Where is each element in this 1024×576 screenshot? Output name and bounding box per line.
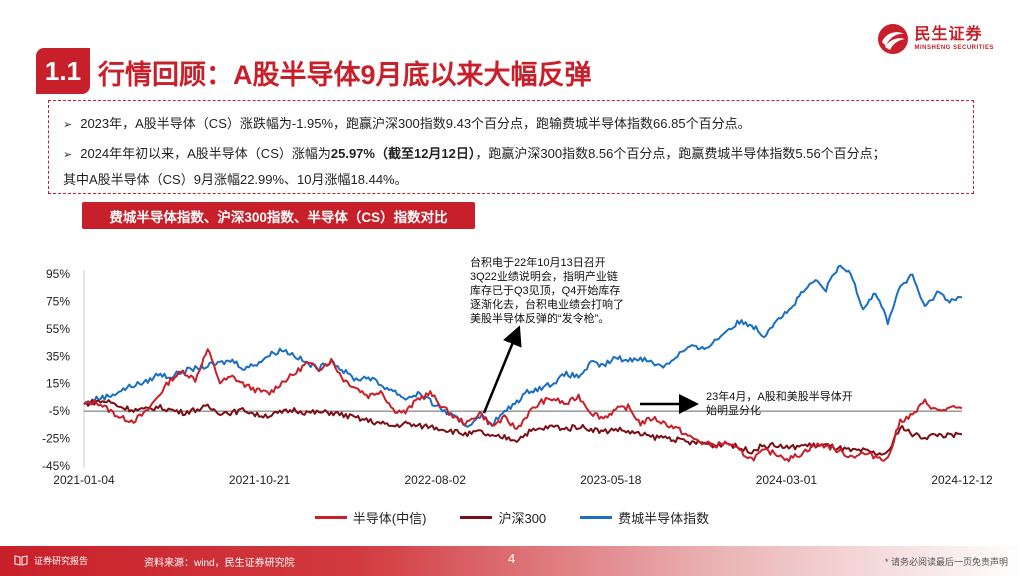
page-number: 4: [508, 551, 516, 566]
x-tick-label: 2024-12-12: [931, 473, 993, 487]
logo-chinese-name: 民生证券: [914, 26, 983, 43]
series-line-0: [83, 348, 963, 463]
legend-item-semiconductor-cs: 半导体(中信): [314, 508, 426, 527]
series-line-1: [83, 399, 963, 456]
footer-bar: 证券研究报告 资料来源：wind，民生证券研究院 4 * 请务必阅读最后一页免责…: [0, 546, 1024, 576]
ytd-return-highlight: 25.97%（截至12月12日）: [330, 146, 476, 161]
x-axis: 2021-01-04 2021-10-21 2022-08-02 2023-05-18…: [53, 473, 993, 487]
legend-item-sox: 费城半导体指数: [580, 508, 709, 527]
x-tick-label: 2022-08-02: [405, 473, 467, 487]
y-tick-label: 35%: [46, 349, 70, 363]
minsheng-logo-icon: [878, 24, 909, 54]
y-tick-label: 55%: [46, 322, 70, 336]
brand-logo: 民生证券 MINSHENG SECURITIES: [876, 22, 994, 56]
index-comparison-chart: 95%75%55%35%15%-5%-25%-45% 2021-01-04 202…: [42, 264, 993, 487]
footer-report-type: 证券研究报告: [14, 554, 88, 567]
annotation-divergence: 23年4月，A股和美股半导体开 始明显分化: [706, 391, 853, 417]
annotation-arrows: [482, 325, 699, 414]
section-number-badge: 1.1: [36, 48, 90, 94]
summary-line-3: 其中A股半导体（CS）9月涨幅22.99%、10月涨幅18.44%。: [63, 172, 408, 187]
y-tick-label: -25%: [42, 432, 70, 446]
y-tick-label: 95%: [46, 267, 70, 281]
x-tick-label: 2023-05-18: [580, 473, 642, 487]
y-tick-label: -45%: [42, 459, 70, 473]
chart-legend: 半导体(中信) 沪深300 费城半导体指数: [0, 508, 1024, 527]
summary-line-2: ➢ 2024年年初以来，A股半导体（CS）涨幅为25.97%（截至12月12日），…: [63, 146, 886, 161]
legend-item-csi300: 沪深300: [460, 508, 546, 527]
y-tick-label: 15%: [46, 377, 70, 391]
bullet-arrow-icon: ➢: [63, 149, 73, 161]
footer-disclaimer: * 请务必阅读最后一页免责声明: [884, 557, 1008, 567]
book-icon: [14, 555, 28, 566]
chart-label: 费城半导体指数、沪深300指数、半导体（CS）指数对比: [82, 202, 475, 229]
chart-gridlines: [83, 270, 962, 468]
y-tick-label: -5%: [49, 404, 71, 418]
summary-line-1: ➢ 2023年，A股半导体（CS）涨跌幅为-1.95%，跑赢沪深300指数9.43…: [63, 116, 751, 131]
summary-box: ➢ 2023年，A股半导体（CS）涨跌幅为-1.95%，跑赢沪深300指数9.43…: [48, 100, 974, 194]
annotation-arrow-tsmc: [482, 325, 522, 414]
series-line-2: [83, 264, 963, 428]
footer-source: 资料来源：wind，民生证券研究院: [144, 558, 295, 569]
y-axis: 95% 75% 55% 35% 15% -5% -25% -45%: [42, 267, 70, 473]
x-tick-label: 2021-01-04: [53, 473, 115, 487]
y-tick-label: 75%: [46, 294, 70, 308]
annotation-tsmc: 台积电于22年10月13日召开 3Q22业绩说明会，指明产业链 库存已于Q3见顶…: [470, 257, 624, 325]
logo-english-name: MINSHENG SECURITIES: [914, 45, 994, 51]
bullet-arrow-icon: ➢: [63, 119, 73, 131]
x-tick-label: 2024-03-01: [756, 473, 818, 487]
series-lines: [83, 264, 963, 463]
x-tick-label: 2021-10-21: [229, 473, 291, 487]
page-title: 行情回顾：A股半导体9月底以来大幅反弹: [98, 59, 592, 90]
